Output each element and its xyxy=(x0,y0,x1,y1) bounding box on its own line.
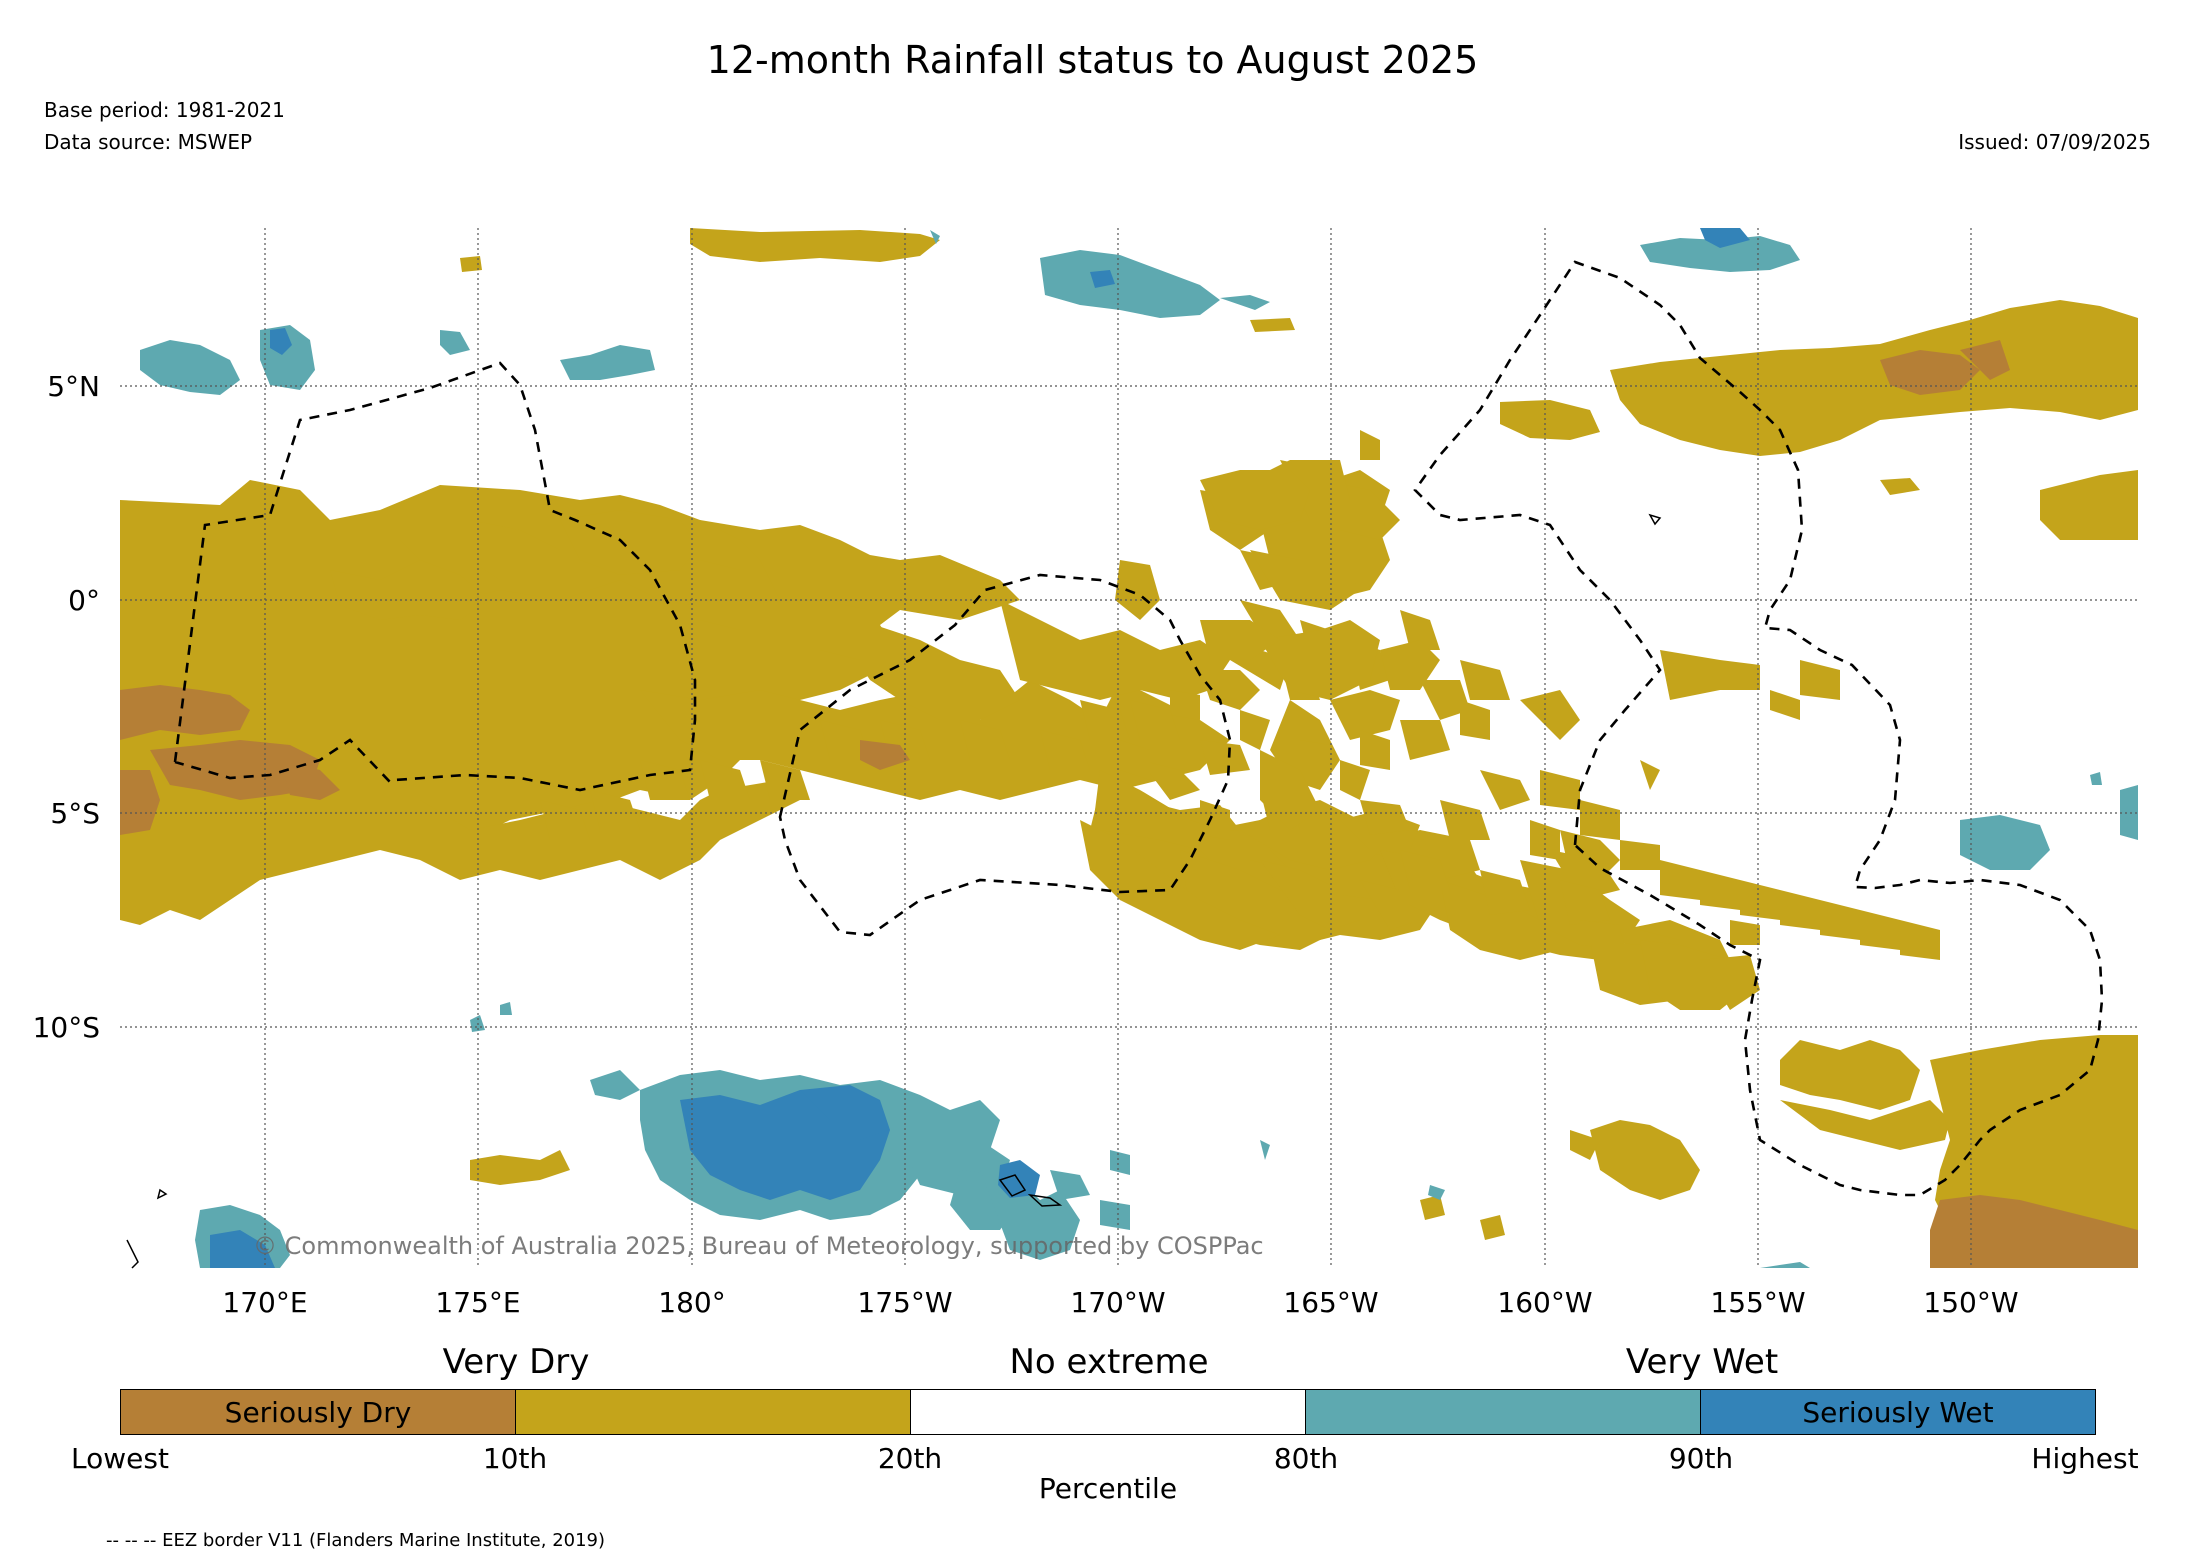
chart-title: 12-month Rainfall status to August 2025 xyxy=(706,38,1479,82)
legend-tick-highest: Highest xyxy=(2031,1442,2139,1475)
xlabel-175w: 175°W xyxy=(857,1286,953,1319)
legend-group-very-dry: Very Dry xyxy=(442,1342,590,1382)
legend-tick-lowest: Lowest xyxy=(71,1442,169,1475)
legend-segment-seriously-wet: Seriously Wet xyxy=(1701,1390,2095,1434)
legend-axis-label: Percentile xyxy=(1038,1472,1178,1505)
graticule xyxy=(120,228,2138,1268)
rainfall-areas xyxy=(120,228,2138,1268)
very-dry-areas xyxy=(120,228,2138,1265)
legend-tick-80th: 80th xyxy=(1273,1442,1339,1475)
ylabel-5n: 5°N xyxy=(47,370,100,403)
legend-group-very-wet: Very Wet xyxy=(1625,1342,1779,1382)
legend-tick-90th: 90th xyxy=(1668,1442,1734,1475)
legend-segment-very-dry xyxy=(516,1390,911,1434)
base-period: Base period: 1981-2021 xyxy=(44,98,285,122)
legend-group-no-extreme: No extreme xyxy=(1009,1342,1209,1382)
eez-borders xyxy=(173,260,2104,1197)
issued-date: Issued: 07/09/2025 xyxy=(1958,130,2151,154)
seriously-wet-areas xyxy=(210,228,1750,1268)
xlabel-155w: 155°W xyxy=(1710,1286,1806,1319)
legend-segment-very-wet xyxy=(1306,1390,1701,1434)
xlabel-170w: 170°W xyxy=(1070,1286,1166,1319)
xlabel-180: 180° xyxy=(658,1286,726,1319)
copyright-watermark: © Commonwealth of Australia 2025, Bureau… xyxy=(253,1232,1264,1260)
ylabel-5s: 5°S xyxy=(50,797,100,830)
xlabel-160w: 160°W xyxy=(1497,1286,1593,1319)
xlabel-150w: 150°W xyxy=(1923,1286,2019,1319)
legend-tick-10th: 10th xyxy=(482,1442,548,1475)
legend-segment-no-extreme xyxy=(911,1390,1306,1434)
xlabel-165w: 165°W xyxy=(1283,1286,1379,1319)
data-source: Data source: MSWEP xyxy=(44,130,253,154)
legend-segment-seriously-dry: Seriously Dry xyxy=(121,1390,516,1434)
legend-colorbar: Seriously Dry Seriously Wet xyxy=(120,1389,2096,1435)
xlabel-175e: 175°E xyxy=(435,1286,521,1319)
eez-note: -- -- -- EEZ border V11 (Flanders Marine… xyxy=(106,1530,606,1551)
seriously-dry-areas xyxy=(120,340,2138,1268)
legend-tick-20th: 20th xyxy=(877,1442,943,1475)
ylabel-10s: 10°S xyxy=(32,1011,100,1044)
ylabel-0: 0° xyxy=(68,584,100,617)
xlabel-170e: 170°E xyxy=(222,1286,308,1319)
islands xyxy=(126,513,1662,1269)
